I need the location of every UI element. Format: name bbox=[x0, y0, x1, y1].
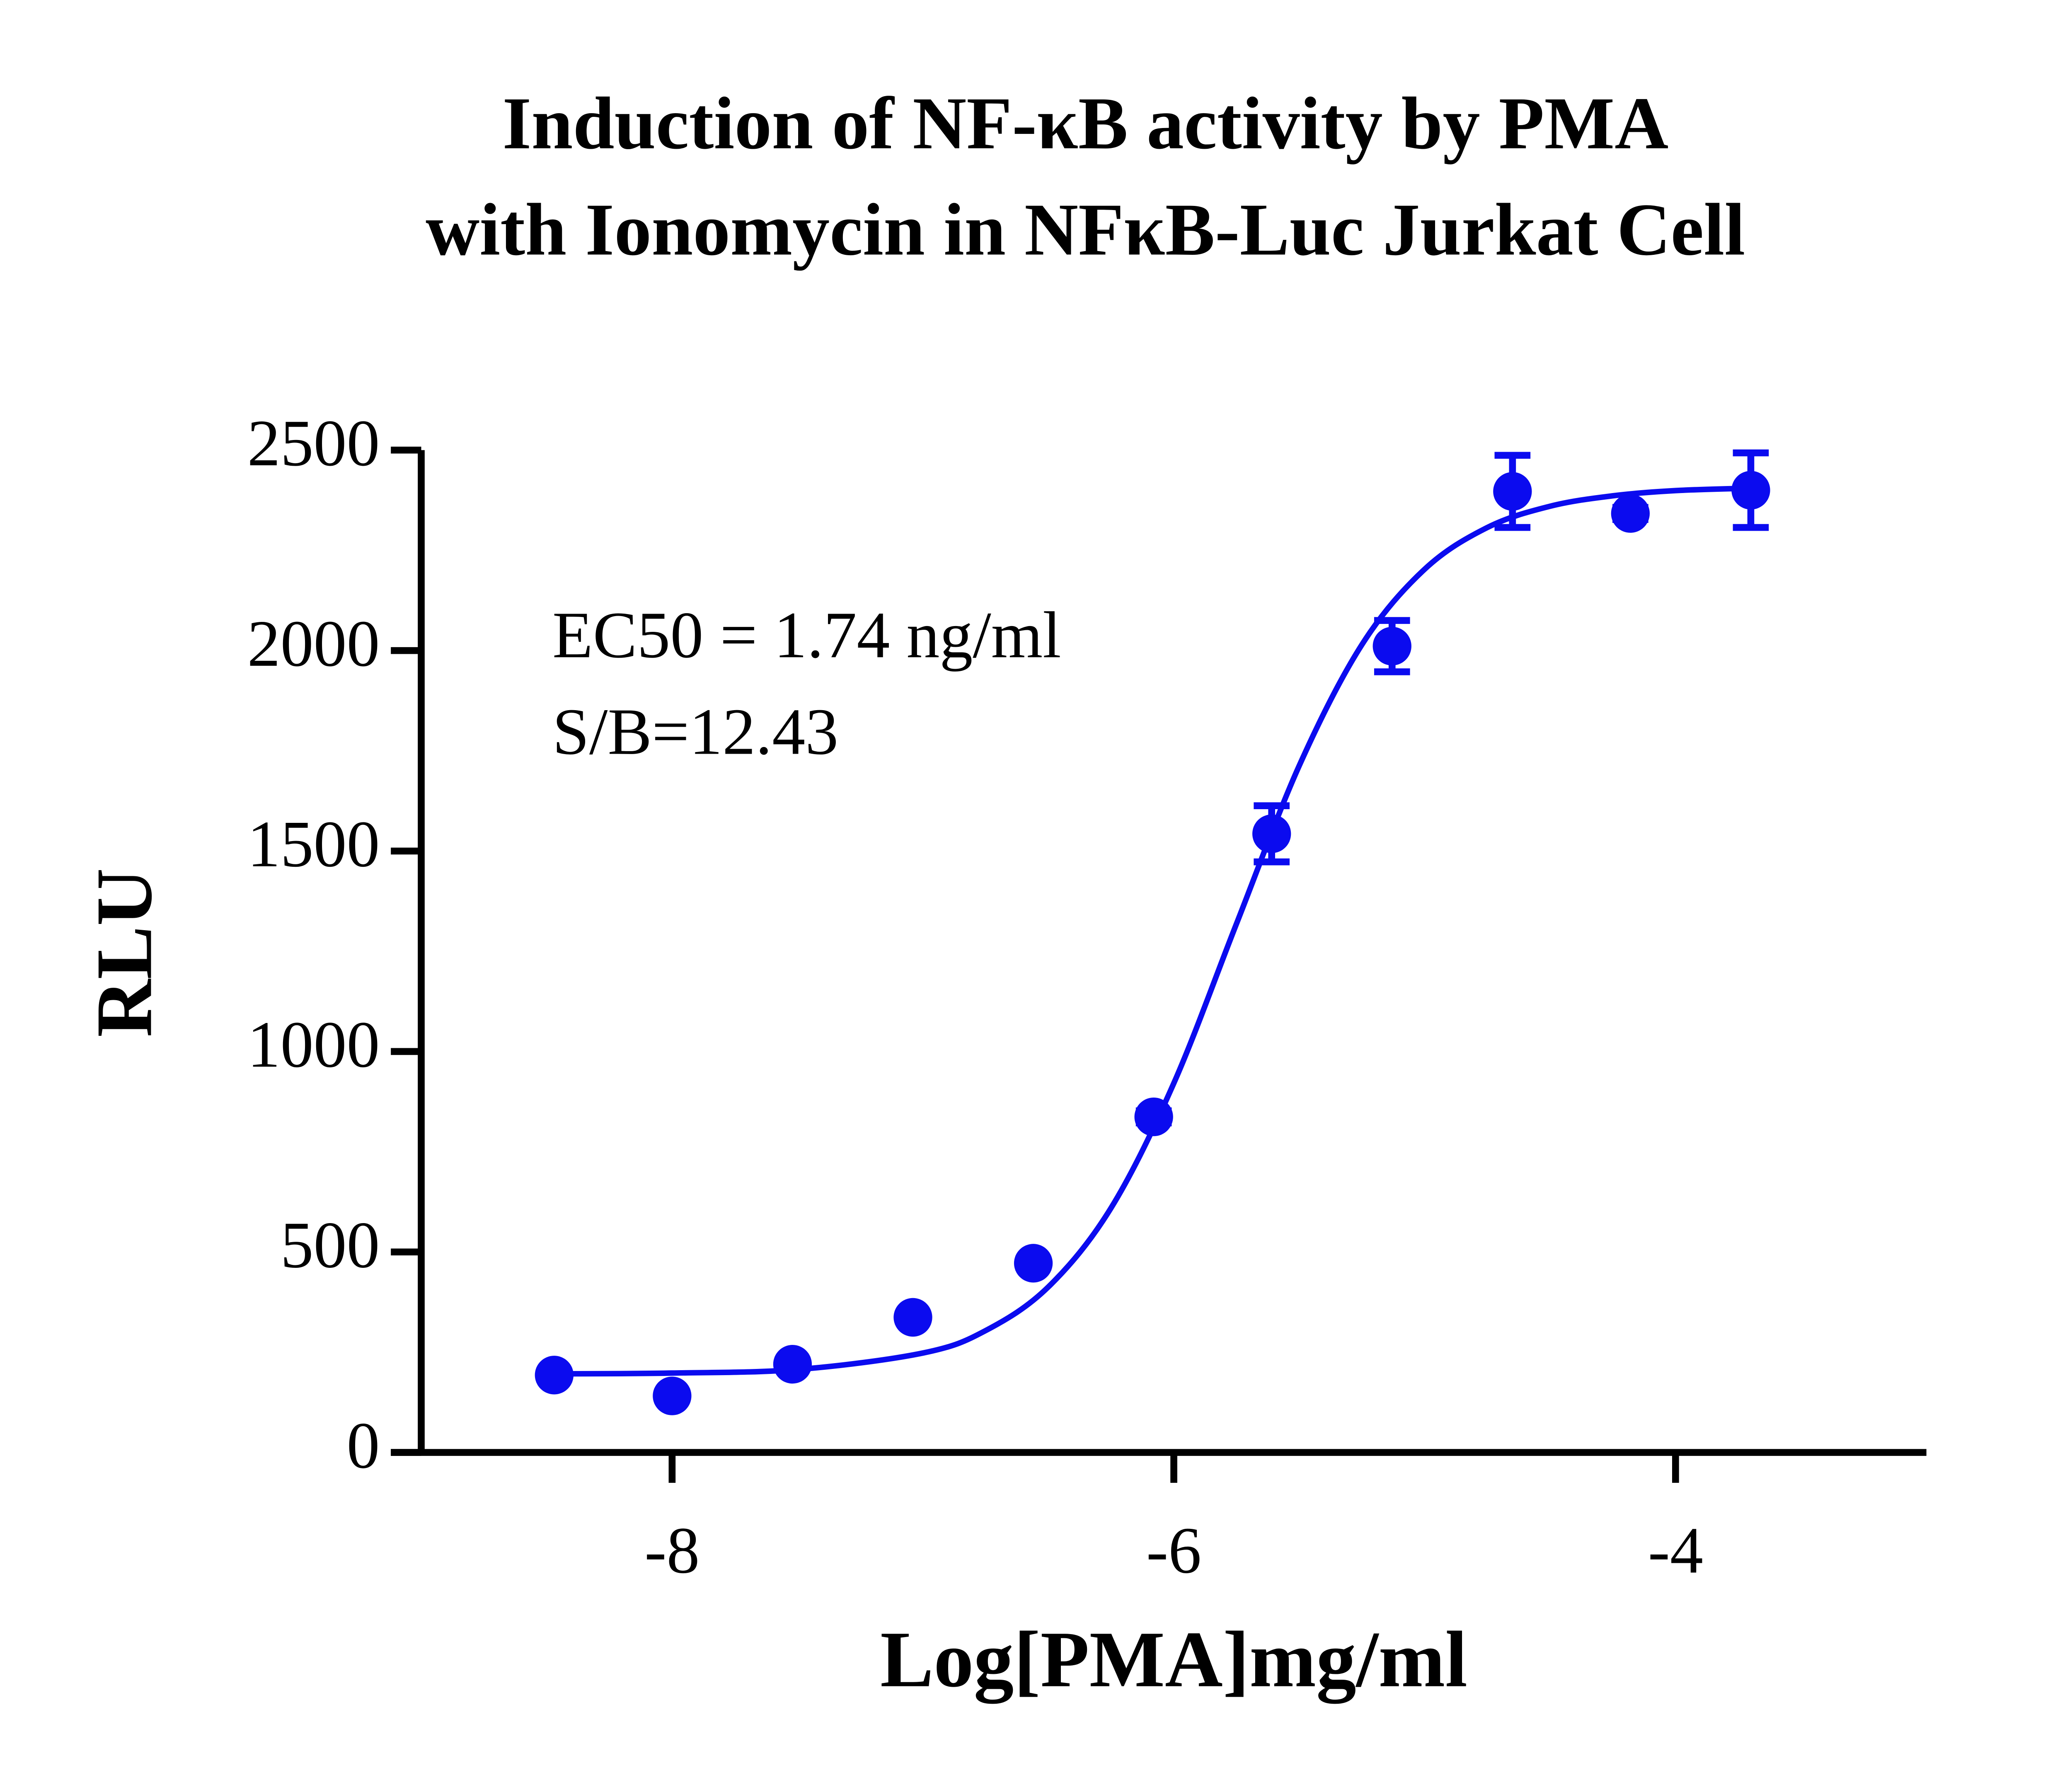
y-tick-label: 1000 bbox=[247, 1008, 380, 1081]
data-point bbox=[893, 1298, 932, 1337]
data-point bbox=[1372, 626, 1411, 666]
chart-title: Induction of NF-κB activity by PMA bbox=[502, 82, 1668, 164]
annotation: EC50 = 1.74 ng/ml bbox=[552, 598, 1061, 672]
x-tick-label: -8 bbox=[644, 1514, 700, 1587]
data-point bbox=[653, 1376, 692, 1415]
data-point bbox=[1252, 814, 1291, 854]
y-tick-label: 1500 bbox=[247, 807, 380, 881]
y-tick-label: 2500 bbox=[247, 406, 380, 480]
x-tick-label: -6 bbox=[1146, 1514, 1201, 1587]
data-point bbox=[773, 1345, 812, 1384]
y-axis-label: RLU bbox=[80, 868, 168, 1037]
data-point bbox=[1611, 494, 1650, 533]
data-point bbox=[535, 1356, 574, 1395]
y-tick-label: 2000 bbox=[247, 607, 380, 680]
annotation: S/B=12.43 bbox=[552, 694, 838, 768]
data-point bbox=[1134, 1097, 1173, 1136]
data-point bbox=[1014, 1244, 1053, 1283]
x-tick-label: -4 bbox=[1648, 1514, 1703, 1587]
data-point bbox=[1493, 472, 1532, 511]
chart-title: with Ionomycin in NFκB-Luc Jurkat Cell bbox=[426, 188, 1745, 271]
x-axis-label: Log[PMA]mg/ml bbox=[880, 1615, 1467, 1704]
y-tick-label: 0 bbox=[347, 1408, 380, 1482]
data-point bbox=[1731, 471, 1770, 510]
fit-curve bbox=[554, 485, 1751, 1377]
y-tick-label: 500 bbox=[281, 1208, 380, 1282]
